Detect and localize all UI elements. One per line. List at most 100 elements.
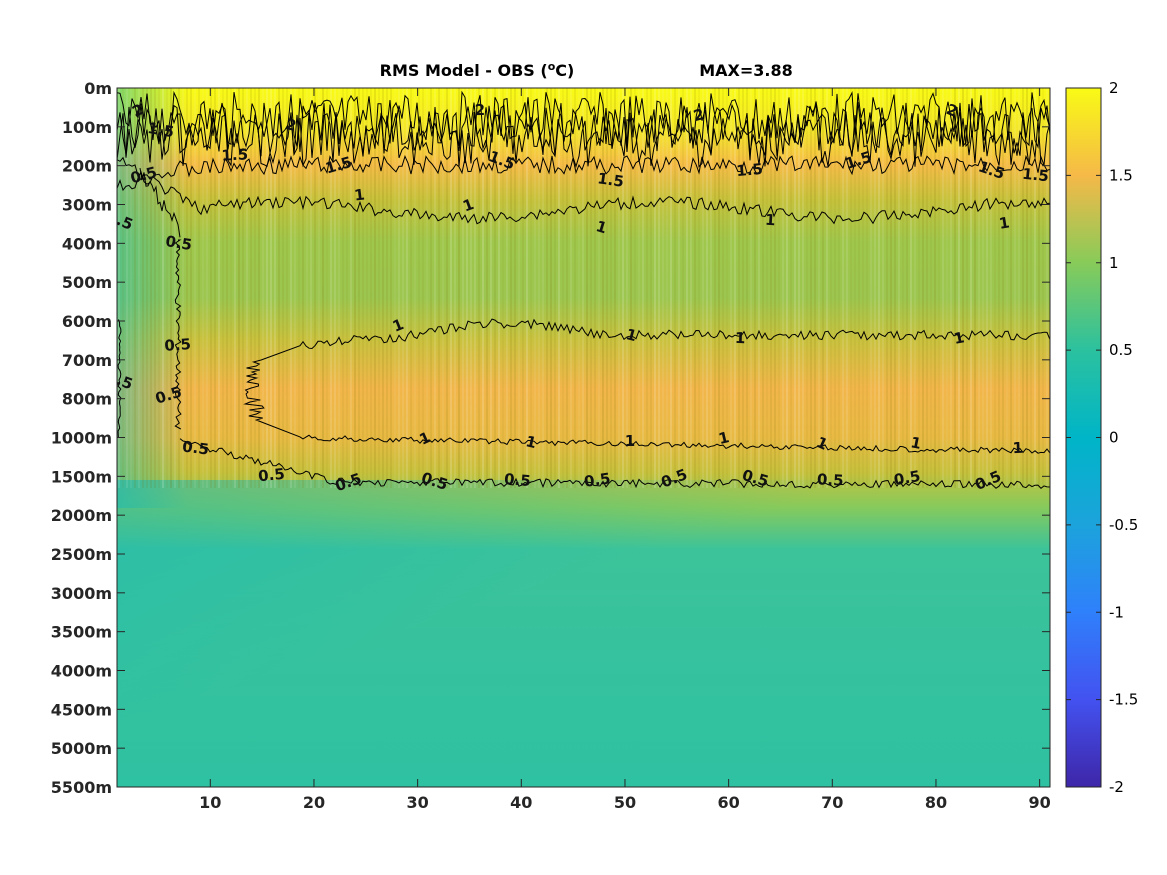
noise-stripe xyxy=(986,88,988,488)
noise-stripe xyxy=(1038,88,1040,488)
x-tick-label: 10 xyxy=(199,793,221,812)
x-tick-label: 60 xyxy=(718,793,740,812)
noise-stripe xyxy=(690,88,692,488)
noise-stripe xyxy=(794,88,796,488)
x-tick-label: 90 xyxy=(1029,793,1051,812)
noise-stripe xyxy=(698,88,700,488)
noise-stripe xyxy=(810,88,812,488)
contour-label: 0.5 xyxy=(181,437,210,458)
noise-stripe xyxy=(606,88,608,488)
colorbar-tick-label: 1.5 xyxy=(1109,166,1133,184)
noise-stripe xyxy=(450,88,452,488)
noise-stripe xyxy=(706,88,708,488)
contour-0-5-top xyxy=(139,168,181,238)
noise-stripe xyxy=(246,88,248,488)
noise-stripe xyxy=(1018,88,1020,488)
y-tick-label: 1000m xyxy=(51,429,112,448)
noise-stripe xyxy=(422,88,424,488)
noise-stripe xyxy=(734,88,736,488)
noise-stripe xyxy=(414,88,416,488)
noise-stripe xyxy=(118,88,120,488)
colorbar xyxy=(1065,87,1102,788)
noise-stripe xyxy=(822,88,824,488)
noise-stripe xyxy=(486,88,488,488)
noise-stripe xyxy=(654,88,656,488)
noise-stripe xyxy=(950,88,952,488)
noise-stripe xyxy=(138,88,140,488)
noise-stripe xyxy=(222,88,224,488)
contour-label: 1.5 xyxy=(596,169,625,191)
noise-stripe xyxy=(666,88,668,488)
noise-stripe xyxy=(742,88,744,488)
noise-stripe xyxy=(478,88,480,488)
noise-stripe xyxy=(1010,88,1012,488)
noise-stripe xyxy=(538,88,540,488)
noise-stripe xyxy=(134,88,136,488)
noise-stripe xyxy=(454,88,456,488)
noise-stripe xyxy=(1002,88,1004,488)
noise-stripe xyxy=(330,88,332,488)
noise-stripe xyxy=(662,88,664,488)
noise-stripe xyxy=(430,88,432,488)
noise-stripe xyxy=(214,88,216,488)
noise-stripe xyxy=(350,88,352,488)
y-tick-label: 3000m xyxy=(51,584,112,603)
noise-stripe xyxy=(534,88,536,488)
noise-stripe xyxy=(762,88,764,488)
noise-stripe xyxy=(778,88,780,488)
noise-stripe xyxy=(830,88,832,488)
noise-stripe xyxy=(626,88,628,488)
noise-stripe xyxy=(346,88,348,488)
x-tick-label: 20 xyxy=(303,793,325,812)
noise-stripe xyxy=(870,88,872,488)
noise-stripe xyxy=(650,88,652,488)
noise-stripe xyxy=(926,88,928,488)
y-tick-label: 2000m xyxy=(51,506,112,525)
y-tick-label: 400m xyxy=(62,234,112,253)
noise-stripe xyxy=(786,88,788,488)
noise-stripe xyxy=(954,88,956,488)
noise-stripe xyxy=(882,88,884,488)
noise-stripe xyxy=(1030,88,1032,488)
contour-label: 0.5 xyxy=(892,467,921,489)
x-tick-label: 50 xyxy=(614,793,636,812)
noise-stripe xyxy=(154,88,156,488)
contour-0-5-left xyxy=(174,239,182,430)
noise-stripe xyxy=(462,88,464,488)
contour-0-5-edge xyxy=(117,319,122,438)
noise-stripe xyxy=(234,88,236,488)
noise-stripe xyxy=(458,88,460,488)
noise-stripe xyxy=(642,88,644,488)
noise-stripe xyxy=(998,88,1000,488)
y-tick-label: 4500m xyxy=(51,700,112,719)
noise-stripe xyxy=(930,88,932,488)
noise-stripe xyxy=(850,88,852,488)
noise-stripe xyxy=(326,88,328,488)
y-tick-label: 700m xyxy=(62,351,112,370)
noise-stripe xyxy=(582,88,584,488)
noise-stripe xyxy=(166,88,168,488)
noise-stripe xyxy=(418,88,420,488)
noise-stripe xyxy=(910,88,912,488)
contour-label: 1 xyxy=(1012,439,1023,457)
chart-title: RMS Model - OBS (oC) xyxy=(380,60,575,80)
contour-2-noise xyxy=(117,101,1050,158)
x-axis: 10 20 30 40 50 60 70 80 90 xyxy=(199,88,1051,812)
noise-stripe xyxy=(174,88,176,488)
noise-stripe xyxy=(514,88,516,488)
noise-stripe xyxy=(570,88,572,488)
noise-stripe xyxy=(434,88,436,488)
noise-stripe xyxy=(970,88,972,488)
x-tick-label: 80 xyxy=(925,793,947,812)
y-tick-label: 1500m xyxy=(51,467,112,486)
noise-stripe xyxy=(406,88,408,488)
noise-stripe xyxy=(558,88,560,488)
noise-stripe xyxy=(962,88,964,488)
noise-stripe xyxy=(758,88,760,488)
noise-stripe xyxy=(150,88,152,488)
x-tick-label: 70 xyxy=(821,793,843,812)
contour-2-noise xyxy=(117,90,1050,148)
noise-stripe xyxy=(190,88,192,488)
noise-stripe xyxy=(526,88,528,488)
contour-label: 1 xyxy=(717,428,731,448)
